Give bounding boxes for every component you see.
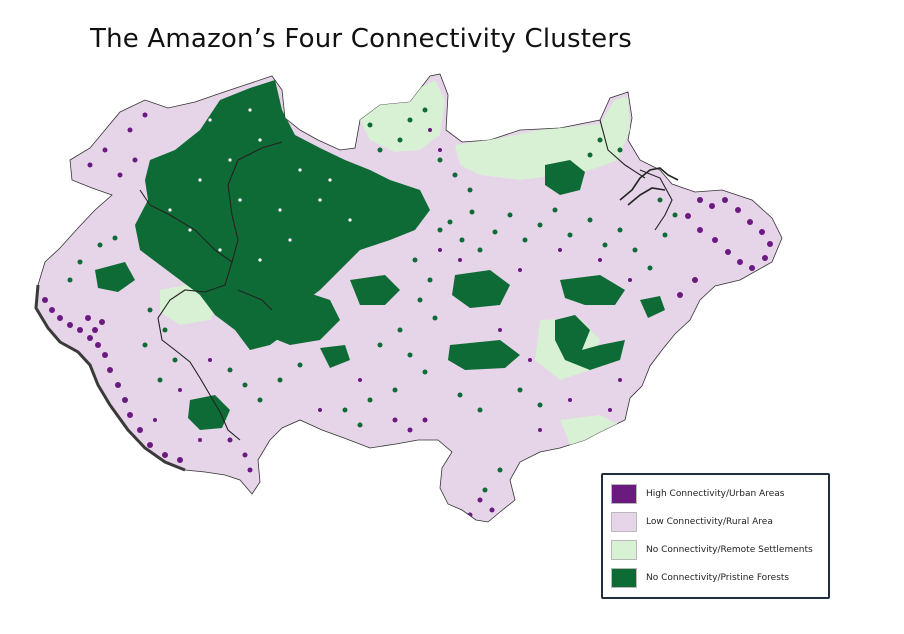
legend-swatch-high-connectivity (611, 484, 637, 504)
legend-item-high-connectivity: High Connectivity/Urban Areas (611, 484, 820, 504)
legend-label: Low Connectivity/Rural Area (646, 517, 773, 527)
cluster-layer (42, 80, 773, 518)
legend-label: High Connectivity/Urban Areas (646, 489, 785, 499)
legend-swatch-pristine-forests (611, 568, 637, 588)
legend-label: No Connectivity/Remote Settlements (646, 545, 813, 555)
legend-item-pristine-forests: No Connectivity/Pristine Forests (611, 568, 820, 588)
legend-swatch-low-connectivity (611, 512, 637, 532)
country-borders (139, 119, 673, 441)
urban-dots (42, 112, 773, 518)
legend-item-remote-settlements: No Connectivity/Remote Settlements (611, 540, 820, 560)
legend-swatch-remote-settlements (611, 540, 637, 560)
map-title: The Amazon’s Four Connectivity Clusters (90, 24, 632, 54)
legend: High Connectivity/Urban Areas Low Connec… (601, 473, 830, 599)
coastal-edge (34, 284, 186, 472)
legend-item-low-connectivity: Low Connectivity/Rural Area (611, 512, 820, 532)
pristine-forest-zones (95, 80, 665, 430)
forest-speckle (168, 108, 352, 262)
river-delta (619, 167, 679, 206)
legend-label: No Connectivity/Pristine Forests (646, 573, 790, 583)
